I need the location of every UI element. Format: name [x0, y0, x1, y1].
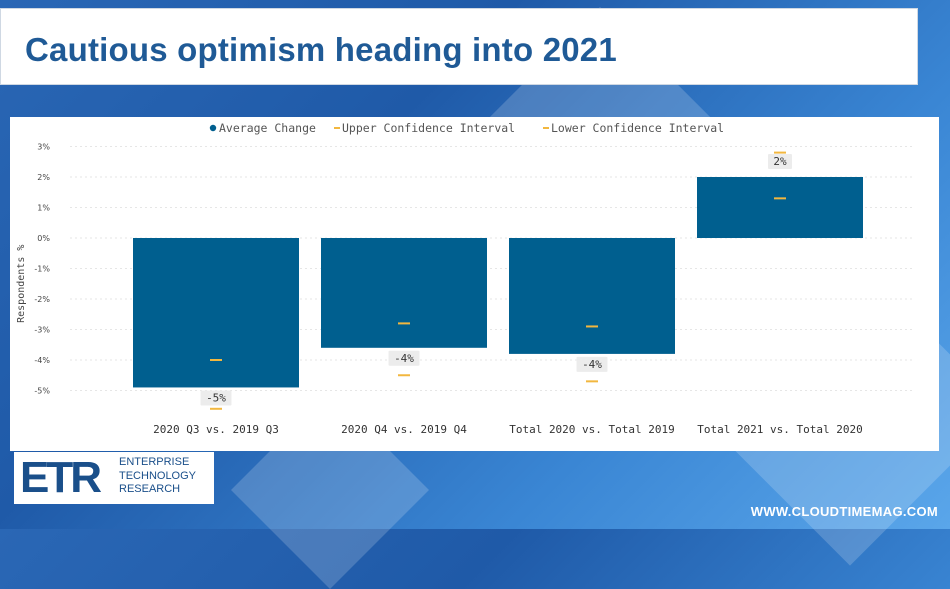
page-title: Cautious optimism heading into 2021 [25, 31, 617, 68]
legend-label: Upper Confidence Interval [342, 121, 515, 135]
y-tick-label: -5% [34, 387, 50, 396]
legend-label: Lower Confidence Interval [551, 121, 724, 135]
y-tick-label: -2% [34, 295, 50, 304]
x-tick-label: 2020 Q4 vs. 2019 Q4 [341, 423, 467, 436]
y-tick-label: 1% [37, 204, 50, 213]
y-tick-label: -3% [34, 326, 50, 335]
bar-chart: 3% 2% 1% 0% -1% -2% -3% -4% -5% Respondents % Aver… [16, 121, 915, 436]
data-label-bg [576, 356, 608, 372]
x-tick-label: Total 2021 vs. Total 2020 [697, 423, 863, 436]
legend-label: Average Change [219, 121, 316, 135]
y-axis-title: Respondents % [16, 245, 27, 323]
logo-line: RESEARCH [119, 483, 181, 495]
data-label-bg [768, 154, 792, 169]
bar [321, 238, 487, 348]
y-tick-label: 2% [37, 173, 50, 182]
bar [697, 177, 863, 238]
bar [133, 238, 299, 388]
logo-line: ENTERPRISE [119, 456, 190, 468]
data-label: 2% [773, 155, 787, 168]
data-label: -4% [582, 358, 602, 371]
etr-logo: ETR ENTERPRISE TECHNOLOGY RESEARCH [14, 452, 214, 504]
footer-url[interactable]: WWW.CLOUDTIMEMAG.COM [750, 504, 938, 519]
legend-marker-average [209, 124, 217, 132]
y-tick-label: 3% [37, 143, 50, 152]
x-tick-label: Total 2020 vs. Total 2019 [509, 423, 675, 436]
y-tick-label: 0% [37, 234, 50, 243]
y-tick-label: -1% [34, 265, 50, 274]
chart-panel: 3% 2% 1% 0% -1% -2% -3% -4% -5% Respondents % Aver… [10, 117, 939, 451]
logo-line: TECHNOLOGY [119, 469, 197, 482]
logo-text: ENTERPRISE TECHNOLOGY RESEARCH [119, 456, 196, 497]
title-bar: Cautious optimism heading into 2021 [0, 8, 918, 85]
x-tick-label: 2020 Q3 vs. 2019 Q3 [153, 423, 279, 436]
logo-mark: ETR [20, 453, 102, 502]
data-label: -5% [206, 391, 226, 404]
data-label-bg [200, 390, 232, 406]
bar [509, 238, 675, 354]
data-label: -4% [394, 352, 414, 365]
data-label-bg [388, 350, 420, 366]
y-tick-label: -4% [34, 356, 50, 365]
